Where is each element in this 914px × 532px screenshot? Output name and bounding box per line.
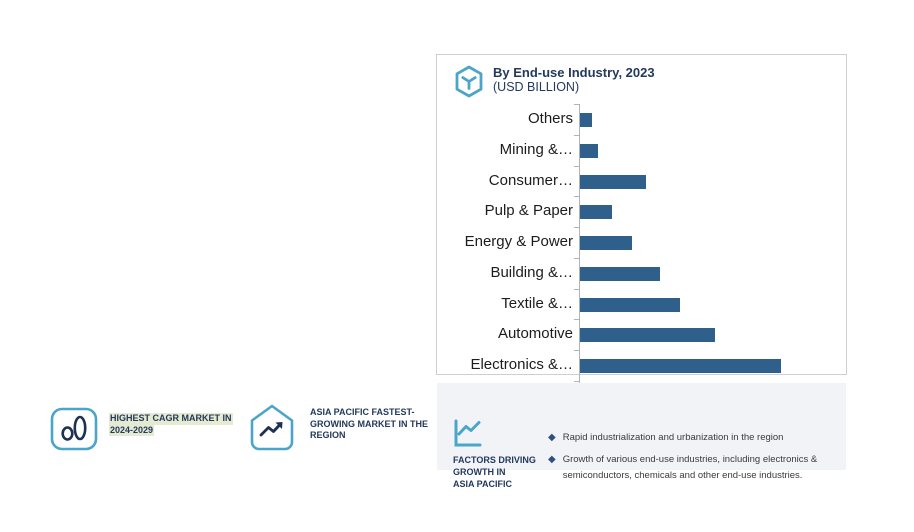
axis-tick [574,227,580,228]
category-label: Energy & Power [464,233,573,250]
line-chart-icon [454,419,482,447]
factor-bullet-2: Growth of various end-use industries, in… [562,454,818,481]
axis-tick [574,166,580,167]
callout-highest-cagr-line2: 2024-2029 [109,424,155,436]
factors-label-line2: GROWTH IN [453,467,506,477]
category-label: Mining &… [499,140,573,158]
diamond-bullet-icon: ◆ [548,432,556,443]
chart-card-header: By End-use Industry, 2023 (USD BILLION) [454,65,655,98]
axis-tick [574,319,580,320]
callout-asia-pacific-line1: ASIA PACIFIC FASTEST- [310,407,415,417]
axis-tick [574,104,580,105]
callout-asia-pacific-line3: REGION [310,430,346,440]
chart-title: By End-use Industry, 2023 [493,65,655,80]
y-axis-line [579,104,580,384]
bar [580,205,612,220]
axis-tick [574,289,580,290]
factors-label-line3: ASIA PACIFIC [453,479,513,489]
callout-highest-cagr: HIGHEST CAGR MARKET IN 2024-2029 [109,413,244,436]
callout-asia-pacific-line2: GROWING MARKET IN THE [310,418,428,429]
axis-tick [574,258,580,259]
list-item: ◆ Growth of various end-use industries, … [548,452,848,484]
list-item: ◆ Rapid industrialization and urbanizati… [548,430,848,446]
bar [580,297,680,312]
category-label: Automotive [497,325,573,343]
category-label: Consumer… [488,171,573,189]
bar [580,359,781,373]
chart-subtitle: (USD BILLION) [493,80,580,94]
callout-highest-cagr-line1: HIGHEST CAGR MARKET IN [109,413,233,425]
bar [580,143,598,158]
bar [580,328,715,343]
bar [580,236,632,250]
category-label: Textile &… [501,294,573,312]
growth-house-icon [250,404,294,451]
category-label: Electronics &… [470,356,573,373]
bar [580,266,660,281]
diamond-bullet-icon: ◆ [548,454,556,465]
factors-bullet-list: ◆ Rapid industrialization and urbanizati… [548,430,848,490]
factors-label: FACTORS DRIVING GROWTH IN ASIA PACIFIC [453,454,553,490]
chart-card: By End-use Industry, 2023 (USD BILLION) … [436,54,847,384]
bar-chart-plot: Others Mining &… Consumer… Pulp & Paper Ener… [437,104,846,384]
info-panel-background [437,383,846,470]
axis-tick [574,196,580,197]
axis-tick [574,135,580,136]
bar [580,113,592,127]
category-label: Pulp & Paper [484,202,573,220]
category-label: Building &… [490,263,573,281]
bar-chart-icon [50,407,98,451]
factors-label-line1: FACTORS DRIVING [453,455,536,465]
bar [580,174,646,189]
axis-tick [574,350,580,351]
category-label: Others [527,110,573,127]
callout-asia-pacific: ASIA PACIFIC FASTEST- GROWING MARKET IN … [309,407,429,442]
axis-tick [574,381,580,382]
hexagon-cube-icon [455,65,483,98]
factor-bullet-1: Rapid industrialization and urbanization… [562,432,784,443]
